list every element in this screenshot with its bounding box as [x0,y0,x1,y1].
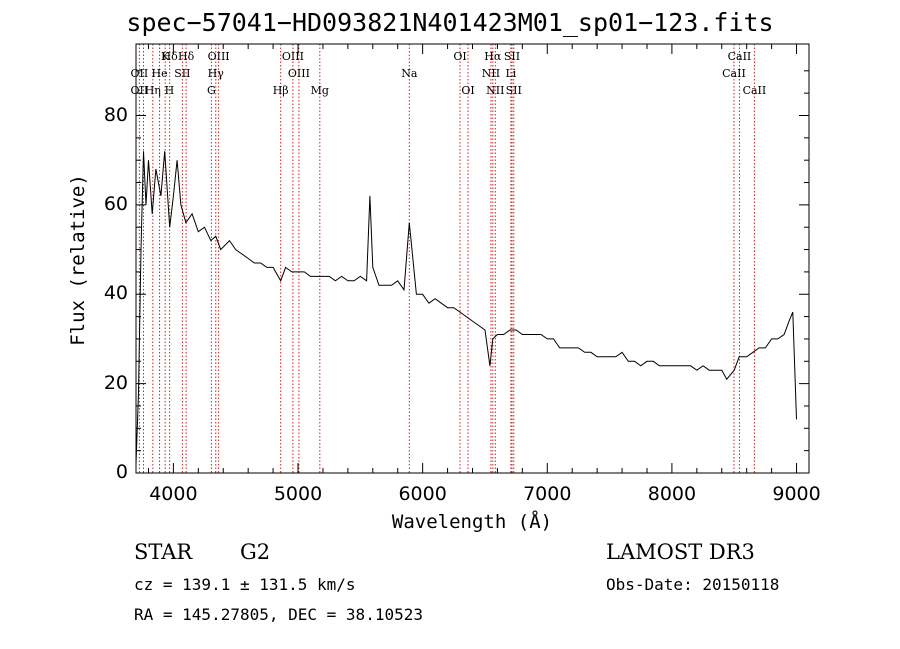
axis-ticks [136,44,809,474]
object-type: STAR [134,540,193,564]
spectral-line-label: Hδ [177,50,195,63]
obs-date: Obs-Date: 20150118 [606,575,780,594]
x-tick-label: 9000 [772,483,821,505]
spectral-line-label: Hδ [161,50,178,63]
y-tick-label: 60 [103,192,128,215]
spectral-line-label: SII [503,50,521,63]
spectral-line-label: OI [453,50,467,63]
x-axis-label: Wavelength (Å) [391,511,553,533]
x-tick-label: 4000 [149,483,198,505]
spectral-line-label: NII [486,84,505,97]
spectral-line-label: OI [461,84,475,97]
spectral-line-label: Hγ [207,67,224,80]
spectral-line-label: OII [130,67,149,80]
x-tick-label: 5000 [273,483,323,505]
spectral-line-label: OIII [287,67,310,80]
spectral-line-label: CaII [722,67,746,80]
spectral-line-label: G [206,84,216,97]
spectrum-line [135,151,797,465]
x-tick-label: 6000 [398,483,447,505]
x-tick-label: 7000 [523,483,572,505]
redshift-cz: cz = 139.1 ± 131.5 km/s [134,575,356,594]
chart-title: spec−57041−HD093821N401423M01_sp01−123.f… [126,8,774,37]
spectral-line-label: CaII [727,50,752,63]
spectral-line-label: CaII [742,84,767,97]
plot-frame [135,43,810,474]
y-tick-label: 20 [103,371,128,394]
y-axis-label: Flux (relative) [67,174,89,346]
spectral-line-label: Mg [310,84,329,97]
y-tick-label: 40 [103,282,128,305]
spectral-line-label: He [151,67,168,80]
y-tick-label: 0 [115,461,128,483]
spectral-line-label: SII [505,84,522,97]
spectral-line-label: Hα [484,50,502,63]
spectral-line-label: H [164,84,175,97]
spectral-line-label: Li [505,67,517,80]
spectral-line-label: OIII [207,50,230,63]
spectral-line-label: Hβ [272,84,289,97]
spectrum-layer [135,151,797,465]
spectral-line-label: OII [130,84,149,97]
spectral-line-label: K [161,50,170,63]
spectral-line-label: Na [401,67,418,80]
spectral-line-label: SII [174,67,191,80]
spectral-line-label: OIII [281,50,304,63]
spectral-line-label: Hη [144,84,161,97]
subclass: G2 [240,540,271,564]
y-tick-label: 80 [103,103,128,126]
ra-dec: RA = 145.27805, DEC = 38.10523 [134,605,423,624]
survey-name: LAMOST DR3 [606,540,755,564]
x-tick-label: 8000 [647,483,697,505]
spectral-line-label: NII [481,67,501,80]
marker-lines [138,44,755,473]
